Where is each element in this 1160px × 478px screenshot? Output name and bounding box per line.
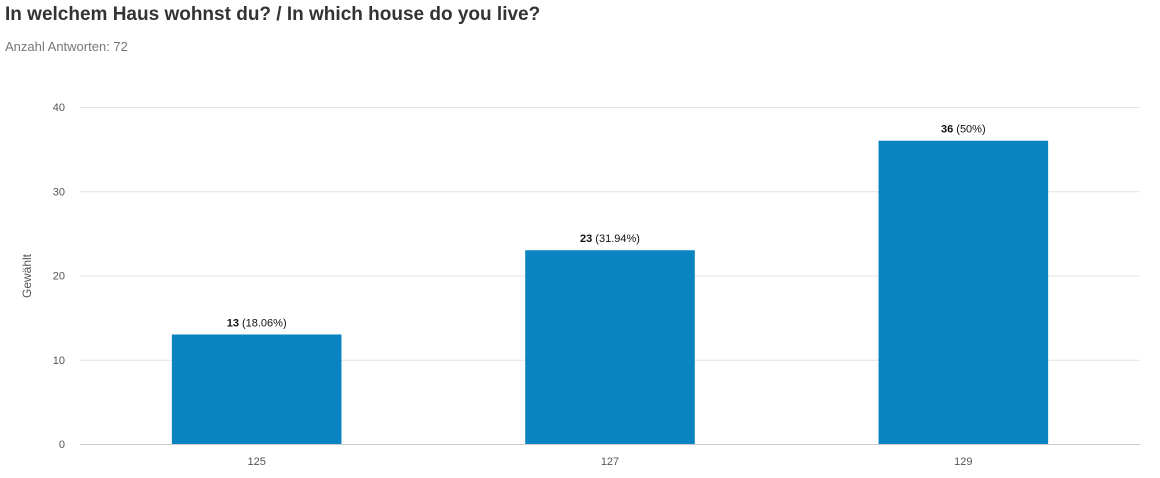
response-count: Anzahl Antworten: 72 (5, 39, 128, 54)
chart-title: In welchem Haus wohnst du? / In which ho… (5, 4, 541, 25)
data-label-percent: (31.94%) (595, 233, 640, 245)
bar-127[interactable] (525, 250, 695, 444)
x-tick-label: 125 (247, 456, 265, 468)
bar-125[interactable] (171, 334, 342, 444)
data-label-129: 36 (50%) (941, 124, 986, 136)
data-label-count: 13 (227, 317, 239, 329)
y-tick-label: 10 (53, 355, 65, 367)
y-tick-label: 30 (53, 186, 65, 198)
x-axis-ticks: 125 127 129 (247, 456, 972, 468)
y-axis-label: Gewählt (20, 253, 34, 298)
data-label-count: 36 (941, 124, 953, 136)
x-tick-label: 127 (601, 456, 619, 468)
y-tick-label: 0 (59, 439, 65, 451)
data-label-127: 23 (31.94%) (580, 233, 640, 245)
data-label-count: 23 (580, 233, 592, 245)
y-tick-label: 20 (53, 271, 65, 283)
y-tick-label: 40 (53, 102, 65, 114)
data-label-125: 13 (18.06%) (227, 317, 287, 329)
data-label-percent: (18.06%) (242, 317, 287, 329)
y-axis-ticks: 0 10 20 30 40 (53, 102, 65, 451)
bar-129[interactable] (878, 140, 1049, 444)
bars: 13 (18.06%) 23 (31.94%) 36 (50%) (171, 124, 1049, 444)
data-label-percent: (50%) (956, 124, 985, 136)
x-tick-label: 129 (954, 456, 972, 468)
